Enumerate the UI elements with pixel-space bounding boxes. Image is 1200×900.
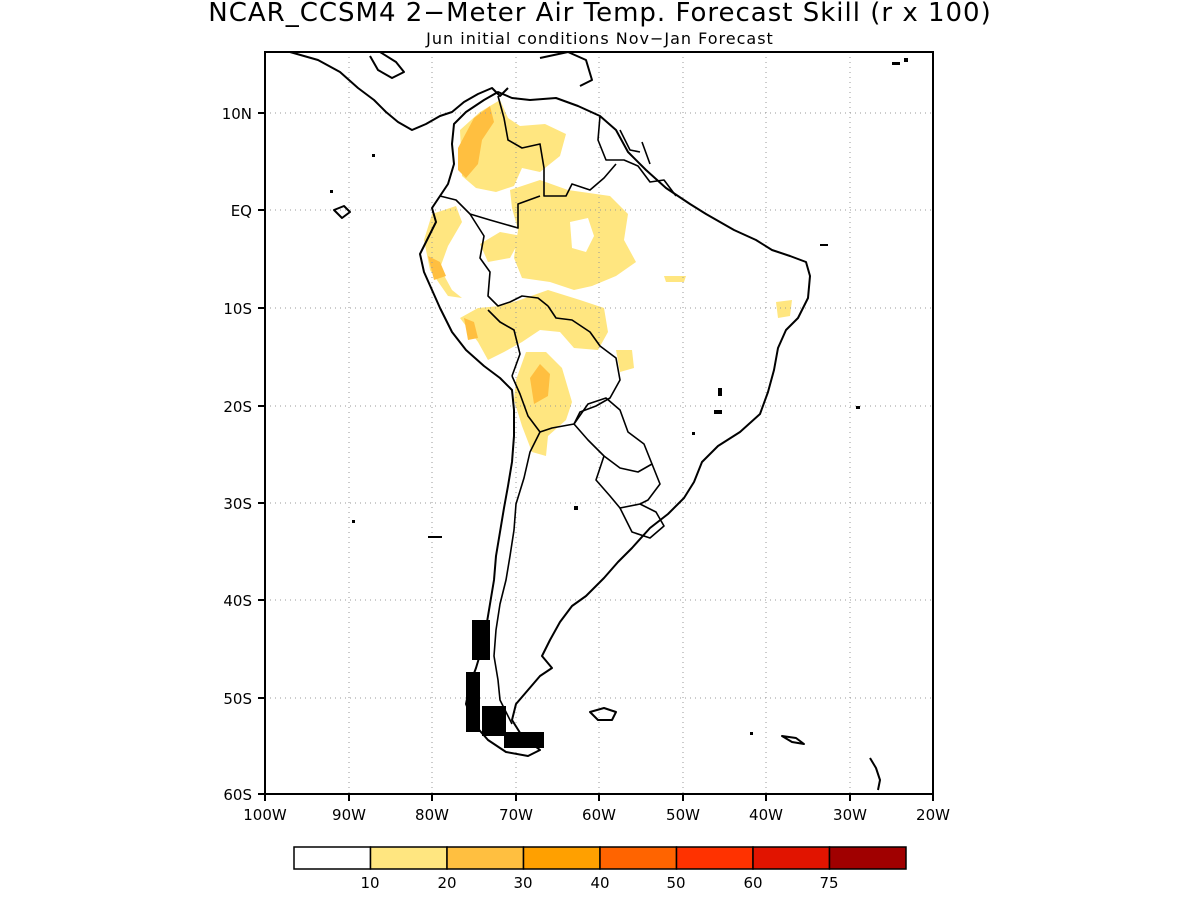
colorbar-swatch-2 [446,846,525,870]
lon-label-70w: 70W [499,806,533,824]
skill-shading [424,100,792,456]
skill-gap-amazon [570,218,594,252]
lat-label-20s: 20S [223,398,252,416]
country-borders [439,95,677,725]
skill-region-peru-strong [464,318,478,340]
colorbar-label-75: 75 [819,874,838,892]
lon-label-30w: 30W [833,806,867,824]
colorbar-label-30: 30 [513,874,532,892]
lon-label-40w: 40W [749,806,783,824]
skill-region-brazil-ne [776,300,792,318]
lat-label-10s: 10S [223,300,252,318]
lon-label-50w: 50W [666,806,700,824]
colorbar-swatch-1 [369,846,448,870]
lon-label-60w: 60W [582,806,616,824]
colorbar-label-60: 60 [743,874,762,892]
skill-region-peru-bolivia [460,290,608,360]
lat-label-eq: EQ [231,202,252,220]
colorbar-label-20: 20 [437,874,456,892]
colorbar-label-50: 50 [666,874,685,892]
skill-region-amazon-west [480,232,522,262]
skill-region-chaco [514,352,572,456]
colorbar-swatch-6 [752,846,831,870]
skill-region-colombia-strong [458,106,494,178]
colorbar-swatch-7 [828,846,907,870]
colorbar-swatch-4 [599,846,678,870]
map-title: NCAR_CCSM4 2−Meter Air Temp. Forecast Sk… [208,0,992,28]
colorbar-swatch-0 [293,846,372,870]
lat-labels: 10N EQ 10S 20S 30S 40S 50S 60S [222,105,252,804]
south-america-coastline [419,91,811,757]
colorbar-label-10: 10 [360,874,379,892]
colorbar-label-40: 40 [590,874,609,892]
map-subtitle: Jun initial conditions Nov−Jan Forecast [426,29,774,48]
lon-label-90w: 90W [332,806,366,824]
lon-labels: 100W 90W 80W 70W 60W 50W 40W 30W 20W [243,806,950,824]
lat-label-40s: 40S [223,592,252,610]
colorbar-swatch-3 [522,846,601,870]
lat-label-30s: 30S [223,495,252,513]
map-grid [265,52,933,794]
lat-label-10n: 10N [222,105,252,123]
skill-region-amazon-east [664,276,686,282]
axis-ticks [258,112,934,801]
lat-label-60s: 60S [223,786,252,804]
colorbar: 10 20 30 40 50 60 75 [293,846,907,892]
lon-label-100w: 100W [243,806,287,824]
lon-label-80w: 80W [415,806,449,824]
lat-label-50s: 50S [223,690,252,708]
islands [330,58,908,748]
coastlines [289,51,881,791]
lon-label-20w: 20W [916,806,950,824]
skill-region-chaco-strong [530,364,550,404]
skill-region-mato-grosso [616,350,634,372]
colorbar-swatch-5 [675,846,754,870]
